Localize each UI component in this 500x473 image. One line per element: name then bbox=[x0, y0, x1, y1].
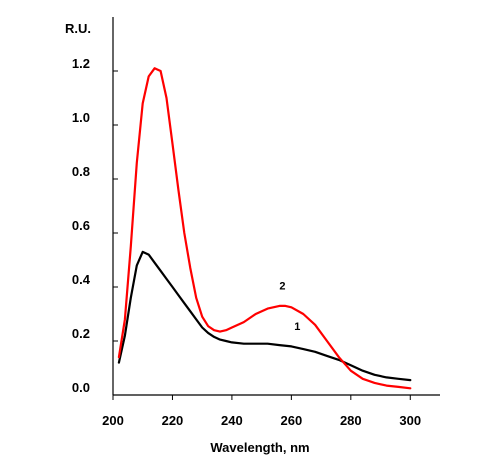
y-tick-label: 0.0 bbox=[72, 380, 90, 395]
y-tick-label: 1.0 bbox=[72, 110, 90, 125]
x-tick-label: 280 bbox=[340, 413, 362, 428]
y-tick-label: 0.6 bbox=[72, 218, 90, 233]
y-tick-label: 0.2 bbox=[72, 326, 90, 341]
x-tick-label: 260 bbox=[281, 413, 303, 428]
series-annotation-label: 2 bbox=[279, 281, 285, 293]
series-layer bbox=[117, 67, 412, 390]
x-tick-label: 240 bbox=[221, 413, 243, 428]
x-tick-label: 300 bbox=[399, 413, 421, 428]
series-line-2 bbox=[117, 67, 412, 390]
y-tick-label: 0.4 bbox=[72, 272, 91, 287]
series-line-1 bbox=[117, 250, 412, 382]
axes: 0.0 0.2 0.4 0.6 0.8 1.0 1.2 200 220 240 260 280 300 bbox=[72, 17, 440, 428]
y-tick-label: 0.8 bbox=[72, 164, 90, 179]
y-tick-label: 1.2 bbox=[72, 56, 90, 71]
labels-layer: R.U. Wavelength, nm 1 2 bbox=[65, 21, 310, 455]
x-axis-title: Wavelength, nm bbox=[210, 440, 309, 455]
x-tick-label: 200 bbox=[102, 413, 124, 428]
series-annotation-label: 1 bbox=[294, 321, 300, 333]
y-axis-title: R.U. bbox=[65, 21, 91, 36]
x-tick-label: 220 bbox=[162, 413, 184, 428]
